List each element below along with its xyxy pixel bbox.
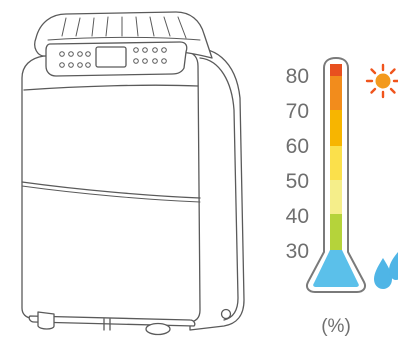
humidity-scale: 80 70 60 50 40 30 (%) (286, 56, 367, 337)
humidity-gauge-outline (305, 56, 367, 293)
unit-display-screen (95, 46, 127, 68)
humidity-gauge-band (330, 64, 342, 76)
unit-front-panel (21, 51, 201, 323)
humidity-gauge (305, 56, 367, 293)
humidity-scale-label-50: 50 (286, 170, 309, 193)
unit-side-panel (189, 48, 245, 331)
sun-icon (365, 63, 398, 99)
unit-right-caster (145, 322, 171, 336)
humidity-scale-label-30: 30 (286, 240, 309, 263)
unit-water-tank-seam (21, 181, 201, 199)
humidity-scale-label-60: 60 (286, 135, 309, 158)
humidity-scale-label-40: 40 (286, 205, 309, 228)
humidity-gauge-bulb (313, 250, 359, 287)
unit-left-caster (37, 311, 55, 330)
humidity-scale-label-70: 70 (286, 100, 309, 123)
unit-panel-bottom-edge (23, 84, 199, 91)
unit-side-inner-edge (199, 57, 239, 321)
humidity-gauge-band (330, 110, 342, 146)
humidity-scale-labels: 80 70 60 50 40 30 (286, 65, 309, 263)
unit-side-caster (220, 308, 232, 320)
humidity-unit-label: (%) (321, 316, 351, 337)
humidity-gauge-bands (313, 64, 359, 287)
dehumidifier-unit (21, 11, 245, 336)
unit-water-tank-seam-inner (21, 185, 201, 203)
humidity-gauge-band (330, 76, 342, 110)
humidity-gauge-band (330, 146, 342, 180)
humidity-gauge-band (330, 180, 342, 214)
unit-caster-post (103, 318, 111, 331)
humidity-gauge-band (330, 214, 342, 250)
humidity-scale-label-80: 80 (286, 65, 309, 88)
unit-control-buttons (59, 47, 167, 68)
grille-vents (47, 16, 201, 41)
water-drop-icon (374, 252, 398, 289)
